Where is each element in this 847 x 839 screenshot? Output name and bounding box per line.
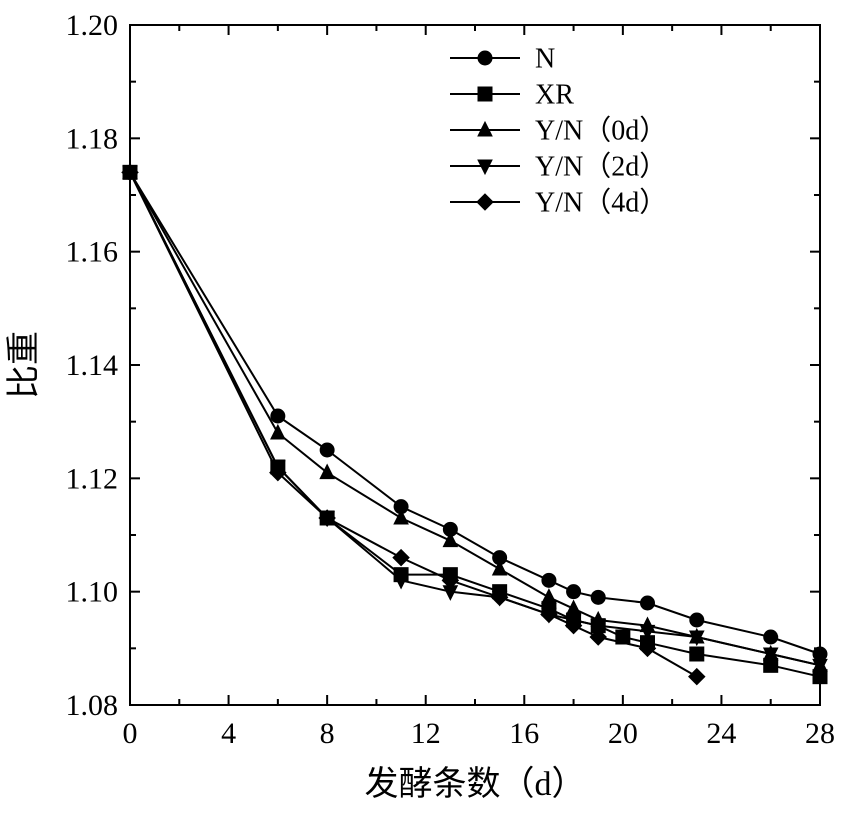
x-tick-label: 4: [221, 717, 236, 750]
y-tick-label: 1.16: [66, 236, 119, 269]
y-tick-label: 1.12: [66, 462, 119, 495]
x-axis-label: 发酵条数（d）: [365, 765, 586, 803]
x-tick-label: 16: [509, 717, 539, 750]
x-tick-label: 20: [608, 717, 638, 750]
x-tick-label: 0: [123, 717, 138, 750]
x-tick-label: 24: [706, 717, 736, 750]
x-tick-label: 28: [805, 717, 835, 750]
y-tick-label: 1.18: [66, 122, 119, 155]
legend-label: N: [535, 43, 555, 74]
y-axis-label: 比重: [6, 331, 43, 399]
legend-label: Y/N（2d）: [535, 150, 667, 182]
legend-label: XR: [535, 79, 574, 110]
chart-background: [0, 0, 847, 839]
y-tick-label: 1.20: [66, 9, 119, 42]
y-tick-label: 1.08: [66, 689, 119, 722]
legend-label: Y/N（0d）: [535, 114, 667, 146]
legend-label: Y/N（4d）: [535, 186, 667, 218]
x-tick-label: 12: [411, 717, 441, 750]
y-tick-label: 1.10: [66, 576, 119, 609]
y-tick-label: 1.14: [66, 349, 119, 382]
x-tick-label: 8: [320, 717, 335, 750]
line-chart: 0 4 8 12 16 20 24 28 发酵条数（d） 1.08 1.10 1.12 1.14 1.16…: [0, 0, 847, 839]
